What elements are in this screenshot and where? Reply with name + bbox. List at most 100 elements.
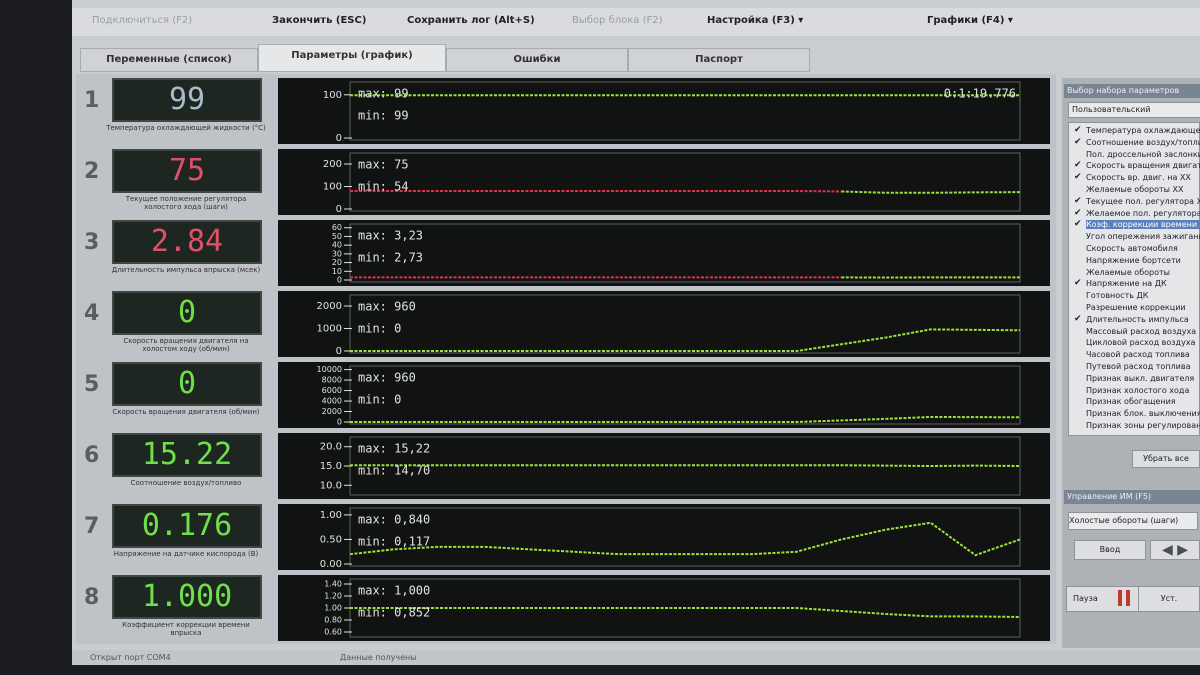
menu-item[interactable]: Настройка (F3) ▾ — [707, 15, 804, 26]
y-tick-label: 0.00 — [320, 559, 342, 570]
row-number: 4 — [84, 301, 100, 326]
checkmark[interactable]: ✔ — [1074, 136, 1082, 147]
graph-bg — [278, 362, 1050, 428]
tab[interactable]: Переменные (список) — [80, 48, 258, 72]
param-item[interactable]: Скорость вр. двиг. на ХХ — [1086, 173, 1191, 183]
control-select[interactable]: Холостые обороты (шаги) — [1068, 512, 1198, 530]
arrow-buttons[interactable]: ◀ ▶ — [1150, 540, 1200, 560]
menu-item[interactable]: Закончить (ESC) — [272, 15, 367, 26]
param-item[interactable]: Желаемые обороты — [1086, 267, 1170, 277]
lcd-value: 2.84 — [112, 220, 262, 264]
param-item[interactable]: Желаемые обороты ХХ — [1086, 185, 1184, 194]
min-label: min: 0 — [358, 322, 401, 336]
param-item[interactable]: Признак выкл. двигателя — [1086, 373, 1195, 383]
param-item[interactable]: Цикловой расход воздуха — [1086, 338, 1196, 348]
data-line — [349, 521, 1021, 557]
param-item[interactable]: Длительность импульса — [1086, 314, 1189, 324]
tab[interactable]: Паспорт — [628, 48, 810, 72]
checkmark[interactable]: ✔ — [1074, 160, 1082, 171]
screen: Подключиться (F2) Закончить (ESC) Сохранит… — [72, 0, 1200, 665]
menu-item[interactable]: Сохранить лог (Alt+S) — [407, 15, 535, 26]
graph: 0 100 200 max: 75 min: 54 — [278, 149, 1050, 215]
preset-select[interactable]: Пользовательский — [1068, 102, 1200, 118]
param-item[interactable]: Скорость вращения двигателя — [1086, 161, 1200, 171]
lcd-value: 99 — [112, 78, 262, 122]
y-tick-label: 10000 — [317, 365, 342, 374]
param-item[interactable]: Пол. дроссельной заслонки — [1086, 149, 1200, 159]
param-item[interactable]: Разрешение коррекции — [1086, 303, 1186, 312]
param-item[interactable]: Признак зоны регулирования — [1086, 421, 1200, 430]
checkmark[interactable]: ✔ — [1074, 313, 1082, 324]
checkmark[interactable]: ✔ — [1074, 278, 1082, 289]
param-item[interactable]: Желаемое пол. регулятора ХХ — [1086, 208, 1200, 218]
param-item[interactable]: Готовность ДК — [1086, 291, 1149, 301]
param-item[interactable]: Коэф. коррекции времени впрыска — [1086, 220, 1200, 230]
menu-bar: Подключиться (F2) Закончить (ESC) Сохранит… — [72, 8, 1200, 36]
param-item[interactable]: Напряжение бортсети — [1086, 255, 1181, 265]
y-tick-label: 0 — [336, 346, 342, 357]
y-tick-label: 1000 — [317, 324, 342, 335]
y-tick-label: 100 — [323, 182, 342, 193]
checkmark[interactable]: ✔ — [1074, 219, 1082, 230]
y-tick-label: 6000 — [322, 386, 342, 395]
param-item[interactable]: Угол опережения зажигания — [1086, 232, 1200, 242]
y-tick-label: 30 — [332, 249, 342, 258]
param-item[interactable]: Признак блок. выключения — [1086, 409, 1200, 419]
checkmark[interactable]: ✔ — [1074, 195, 1082, 206]
graph: 0 100 max: 99 min: 99 0:1:19.776 — [278, 78, 1050, 144]
set-button[interactable]: Уст. — [1138, 586, 1200, 612]
param-item[interactable]: Температура охлаждающей жидкости — [1086, 126, 1200, 135]
plot-frame — [349, 81, 1021, 141]
param-label: Температура охлаждающей жидкости (°C) — [106, 124, 266, 132]
min-label: min: 0,117 — [358, 535, 430, 549]
y-tick-label: 8000 — [322, 376, 342, 385]
param-item[interactable]: Признак холостого хода — [1086, 385, 1190, 395]
param-label: Напряжение на датчике кислорода (В) — [113, 550, 259, 558]
min-label: min: 2,73 — [358, 251, 423, 265]
param-item[interactable]: Часовой расход топлива — [1086, 350, 1190, 360]
y-tick-label: 1.40 — [324, 580, 342, 589]
remove-all-button[interactable]: Убрать все — [1132, 450, 1200, 468]
checkmark[interactable]: ✔ — [1074, 172, 1082, 183]
plot-frame — [349, 223, 1021, 283]
graph-bg — [278, 78, 1050, 144]
y-tick-label: 0 — [336, 133, 342, 144]
min-label: min: 99 — [358, 109, 409, 123]
y-tick-label: 15.0 — [320, 461, 342, 472]
y-tick-label: 20.0 — [320, 442, 342, 453]
y-tick-label: 200 — [323, 159, 342, 170]
menu-item[interactable]: Графики (F4) ▾ — [927, 15, 1013, 26]
param-item[interactable]: Признак обогащения — [1086, 397, 1176, 407]
lcd-value: 0 — [112, 291, 262, 335]
param-item[interactable]: Скорость автомобиля — [1086, 244, 1178, 253]
y-tick-label: 0 — [337, 418, 342, 427]
enter-button[interactable]: Ввод — [1074, 540, 1146, 560]
y-tick-label: 10.0 — [320, 480, 342, 491]
tab[interactable]: Параметры (график) — [258, 44, 446, 72]
y-tick-label: 0.60 — [324, 628, 342, 637]
graph-bg — [278, 504, 1050, 570]
y-tick-label: 1.20 — [324, 592, 342, 601]
y-tick-label: 10 — [332, 267, 342, 276]
y-tick-label: 1.00 — [320, 510, 342, 521]
tab[interactable]: Ошибки — [446, 48, 628, 72]
param-item[interactable]: Соотношение воздух/топливо — [1086, 137, 1200, 147]
plot-frame — [349, 294, 1021, 354]
row-number: 2 — [84, 159, 100, 184]
param-item[interactable]: Текущее пол. регулятора ХХ — [1086, 196, 1200, 206]
checkmark[interactable]: ✔ — [1074, 125, 1082, 135]
max-label: max: 960 — [358, 300, 416, 314]
data-line — [841, 190, 1021, 194]
max-label: max: 0,840 — [358, 513, 430, 527]
param-item[interactable]: Путевой расход топлива — [1086, 362, 1191, 371]
y-tick-label: 40 — [332, 241, 342, 250]
param-item[interactable]: Напряжение на ДК — [1086, 279, 1167, 289]
checkmark[interactable]: ✔ — [1074, 207, 1082, 218]
graph-bg — [278, 291, 1050, 357]
y-tick-label: 0.80 — [324, 616, 342, 625]
max-label: max: 1,000 — [358, 584, 430, 598]
graph: 0.00 0.50 1.00 max: 0,840 min: 0,117 — [278, 504, 1050, 570]
param-item[interactable]: Массовый расход воздуха — [1086, 326, 1197, 336]
